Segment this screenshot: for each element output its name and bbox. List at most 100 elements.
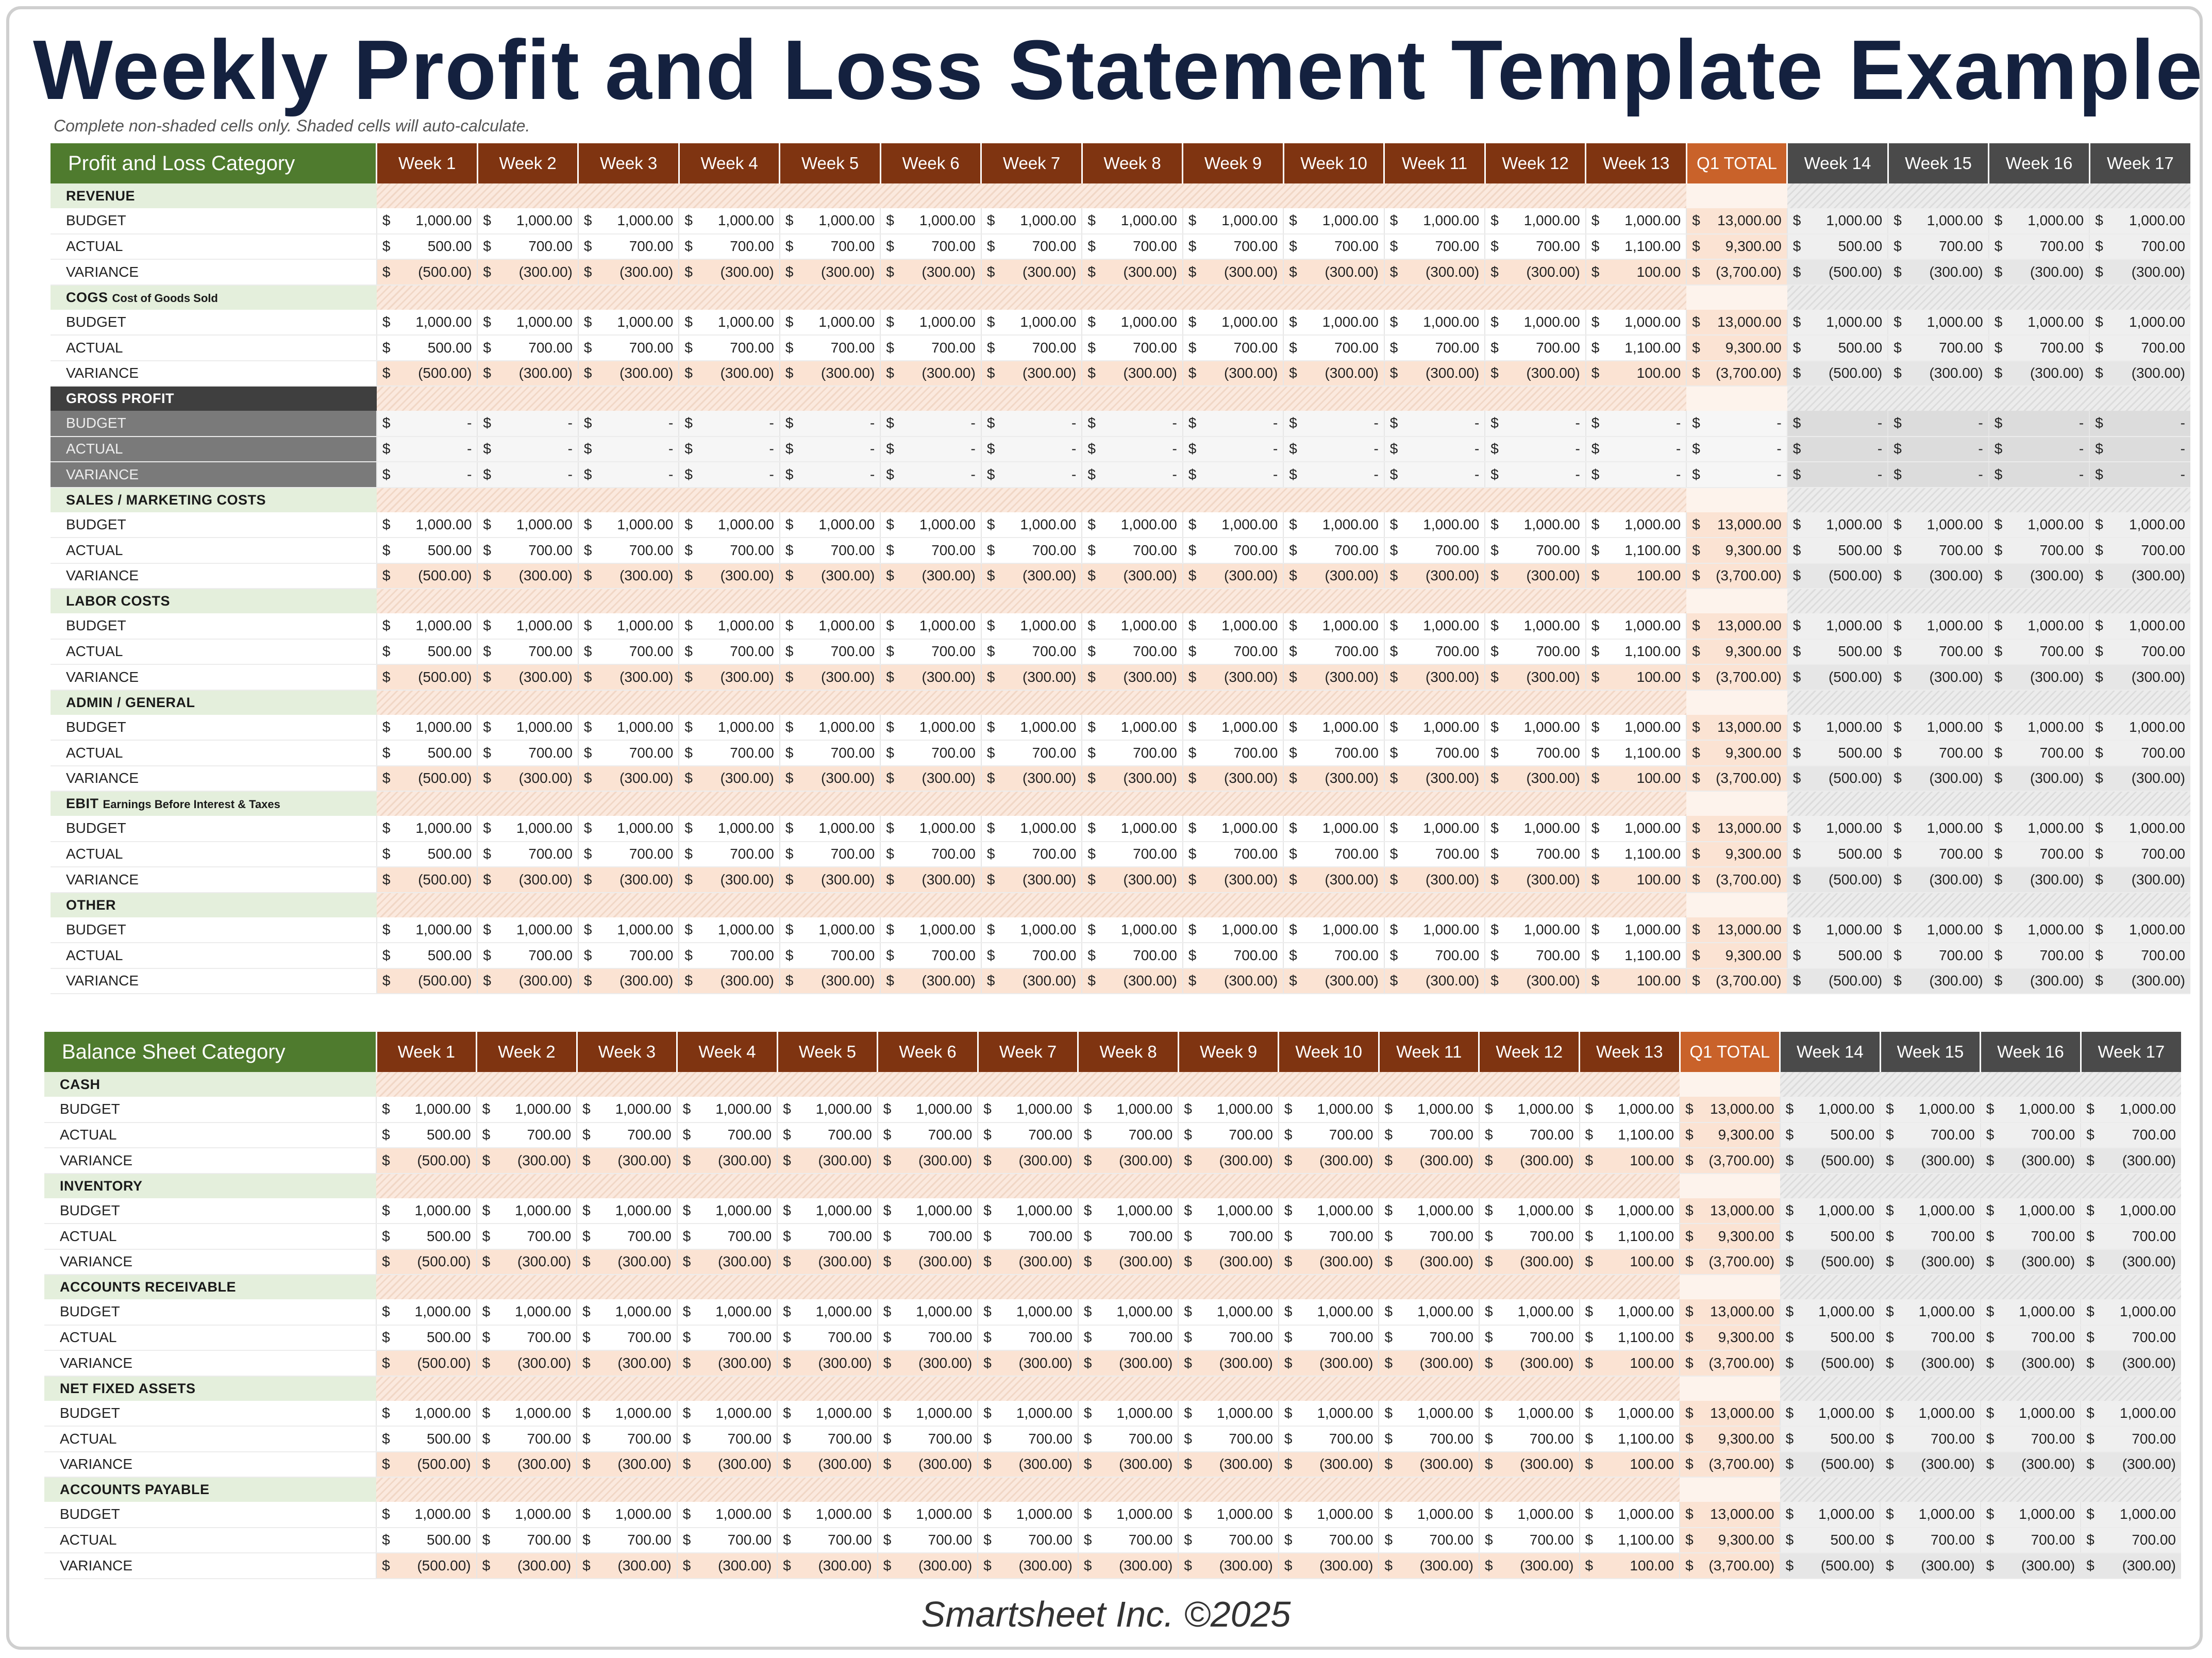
amount-cell[interactable]: 700.00 — [1407, 1122, 1479, 1148]
amount-cell[interactable]: 700.00 — [809, 841, 881, 867]
amount-cell[interactable]: 700.00 — [1107, 1527, 1179, 1553]
amount-cell[interactable]: 1,000.00 — [1514, 208, 1586, 235]
amount-cell[interactable]: 700.00 — [1917, 233, 1989, 260]
amount-cell[interactable]: 700.00 — [506, 538, 578, 564]
amount-cell[interactable]: 700.00 — [2009, 1325, 2081, 1351]
amount-cell[interactable]: 500.00 — [1816, 740, 1888, 766]
amount-cell[interactable]: 1,100.00 — [1615, 538, 1687, 564]
amount-cell[interactable]: 700.00 — [1111, 335, 1183, 361]
amount-cell[interactable]: 700.00 — [506, 1527, 577, 1553]
amount-cell[interactable]: 1,000.00 — [506, 917, 578, 943]
amount-cell[interactable]: 700.00 — [1917, 943, 1989, 969]
amount-cell[interactable]: 1,100.00 — [1615, 943, 1687, 969]
amount-cell[interactable]: 500.00 — [1808, 1527, 1881, 1553]
amount-cell[interactable]: 700.00 — [1312, 335, 1384, 361]
amount-cell[interactable]: 500.00 — [1808, 1122, 1881, 1148]
amount-cell[interactable]: 1,000.00 — [1308, 1502, 1379, 1528]
amount-cell[interactable]: 700.00 — [909, 335, 981, 361]
amount-cell[interactable]: 1,000.00 — [806, 1097, 878, 1123]
amount-cell[interactable]: 700.00 — [806, 1122, 878, 1148]
amount-cell[interactable]: 700.00 — [1111, 943, 1183, 969]
amount-cell[interactable]: 700.00 — [806, 1224, 878, 1250]
amount-cell[interactable]: 1,000.00 — [506, 208, 578, 235]
amount-cell[interactable]: 700.00 — [708, 740, 780, 766]
amount-cell[interactable]: 1,000.00 — [1207, 1097, 1279, 1123]
amount-cell[interactable]: 700.00 — [909, 740, 981, 766]
amount-cell[interactable]: 700.00 — [1909, 1325, 1981, 1351]
amount-cell[interactable]: 700.00 — [1909, 1122, 1981, 1148]
amount-cell[interactable]: 1,000.00 — [1413, 714, 1485, 741]
amount-cell[interactable]: 500.00 — [405, 1122, 477, 1148]
amount-cell[interactable]: 1,000.00 — [1312, 512, 1384, 538]
amount-cell[interactable]: 700.00 — [706, 1224, 778, 1250]
amount-cell[interactable]: 1,000.00 — [606, 1502, 677, 1528]
amount-cell[interactable]: 700.00 — [1107, 1224, 1179, 1250]
amount-cell[interactable]: 1,000.00 — [2018, 816, 2090, 842]
amount-cell[interactable]: 1,000.00 — [1514, 917, 1586, 943]
amount-cell[interactable]: 1,000.00 — [809, 309, 881, 336]
amount-cell[interactable]: 1,000.00 — [909, 714, 981, 741]
amount-cell[interactable]: 700.00 — [1917, 335, 1989, 361]
amount-cell[interactable]: 1,000.00 — [1407, 1502, 1479, 1528]
amount-cell[interactable]: 700.00 — [1514, 943, 1586, 969]
amount-cell[interactable]: 1,000.00 — [1816, 714, 1888, 741]
amount-cell[interactable]: 1,000.00 — [2018, 613, 2090, 640]
amount-cell[interactable]: 1,000.00 — [1212, 714, 1284, 741]
amount-cell[interactable]: 500.00 — [405, 1325, 477, 1351]
amount-cell[interactable]: 700.00 — [606, 1122, 677, 1148]
amount-cell[interactable]: 1,000.00 — [1111, 208, 1183, 235]
amount-cell[interactable]: 1,000.00 — [1107, 1502, 1179, 1528]
amount-cell[interactable]: 700.00 — [606, 1527, 677, 1553]
amount-cell[interactable]: 700.00 — [806, 1325, 878, 1351]
amount-cell[interactable]: 1,000.00 — [406, 714, 478, 741]
amount-cell[interactable]: 1,000.00 — [2118, 309, 2190, 336]
amount-cell[interactable]: 700.00 — [1514, 841, 1586, 867]
amount-cell[interactable]: 1,000.00 — [1111, 714, 1183, 741]
amount-cell[interactable]: 1,000.00 — [907, 1198, 978, 1224]
amount-cell[interactable]: 1,000.00 — [1312, 714, 1384, 741]
amount-cell[interactable]: 700.00 — [1413, 943, 1485, 969]
amount-cell[interactable]: 700.00 — [708, 943, 780, 969]
amount-cell[interactable]: 1,000.00 — [1207, 1502, 1279, 1528]
amount-cell[interactable]: 1,000.00 — [1808, 1502, 1881, 1528]
amount-cell[interactable]: 1,000.00 — [2118, 917, 2190, 943]
amount-cell[interactable]: 1,000.00 — [907, 1097, 978, 1123]
amount-cell[interactable]: 700.00 — [1207, 1122, 1279, 1148]
amount-cell[interactable]: 1,000.00 — [1917, 917, 1989, 943]
amount-cell[interactable]: 700.00 — [1508, 1325, 1580, 1351]
amount-cell[interactable]: 1,000.00 — [1407, 1400, 1479, 1427]
amount-cell[interactable]: 1,000.00 — [809, 816, 881, 842]
amount-cell[interactable]: 1,000.00 — [1808, 1299, 1881, 1326]
amount-cell[interactable]: 1,000.00 — [1111, 613, 1183, 640]
amount-cell[interactable]: 1,000.00 — [506, 1299, 577, 1326]
amount-cell[interactable]: 700.00 — [1212, 538, 1284, 564]
amount-cell[interactable]: 1,000.00 — [506, 714, 578, 741]
amount-cell[interactable]: 1,000.00 — [809, 208, 881, 235]
amount-cell[interactable]: 1,000.00 — [1010, 816, 1082, 842]
amount-cell[interactable]: 1,000.00 — [606, 1097, 677, 1123]
amount-cell[interactable]: 1,000.00 — [1413, 816, 1485, 842]
amount-cell[interactable]: 1,000.00 — [1312, 613, 1384, 640]
amount-cell[interactable]: 700.00 — [1010, 841, 1082, 867]
amount-cell[interactable]: 1,000.00 — [1007, 1097, 1078, 1123]
amount-cell[interactable]: 700.00 — [909, 233, 981, 260]
amount-cell[interactable]: 700.00 — [1508, 1426, 1580, 1452]
amount-cell[interactable]: 700.00 — [1107, 1122, 1179, 1148]
amount-cell[interactable]: 1,000.00 — [1413, 917, 1485, 943]
amount-cell[interactable]: 1,000.00 — [1608, 1299, 1680, 1326]
amount-cell[interactable]: 1,000.00 — [506, 613, 578, 640]
amount-cell[interactable]: 700.00 — [708, 233, 780, 260]
amount-cell[interactable]: 1,000.00 — [706, 1198, 778, 1224]
amount-cell[interactable]: 1,000.00 — [1508, 1299, 1580, 1326]
amount-cell[interactable]: 1,000.00 — [1514, 714, 1586, 741]
amount-cell[interactable]: 1,000.00 — [708, 208, 780, 235]
amount-cell[interactable]: 1,000.00 — [1413, 613, 1485, 640]
amount-cell[interactable]: 700.00 — [2118, 740, 2190, 766]
amount-cell[interactable]: 500.00 — [1808, 1224, 1881, 1250]
amount-cell[interactable]: 700.00 — [1212, 233, 1284, 260]
amount-cell[interactable]: 1,000.00 — [1615, 309, 1687, 336]
amount-cell[interactable]: 1,000.00 — [1010, 917, 1082, 943]
amount-cell[interactable]: 700.00 — [809, 335, 881, 361]
amount-cell[interactable]: 700.00 — [1508, 1527, 1580, 1553]
amount-cell[interactable]: 1,000.00 — [1308, 1400, 1379, 1427]
